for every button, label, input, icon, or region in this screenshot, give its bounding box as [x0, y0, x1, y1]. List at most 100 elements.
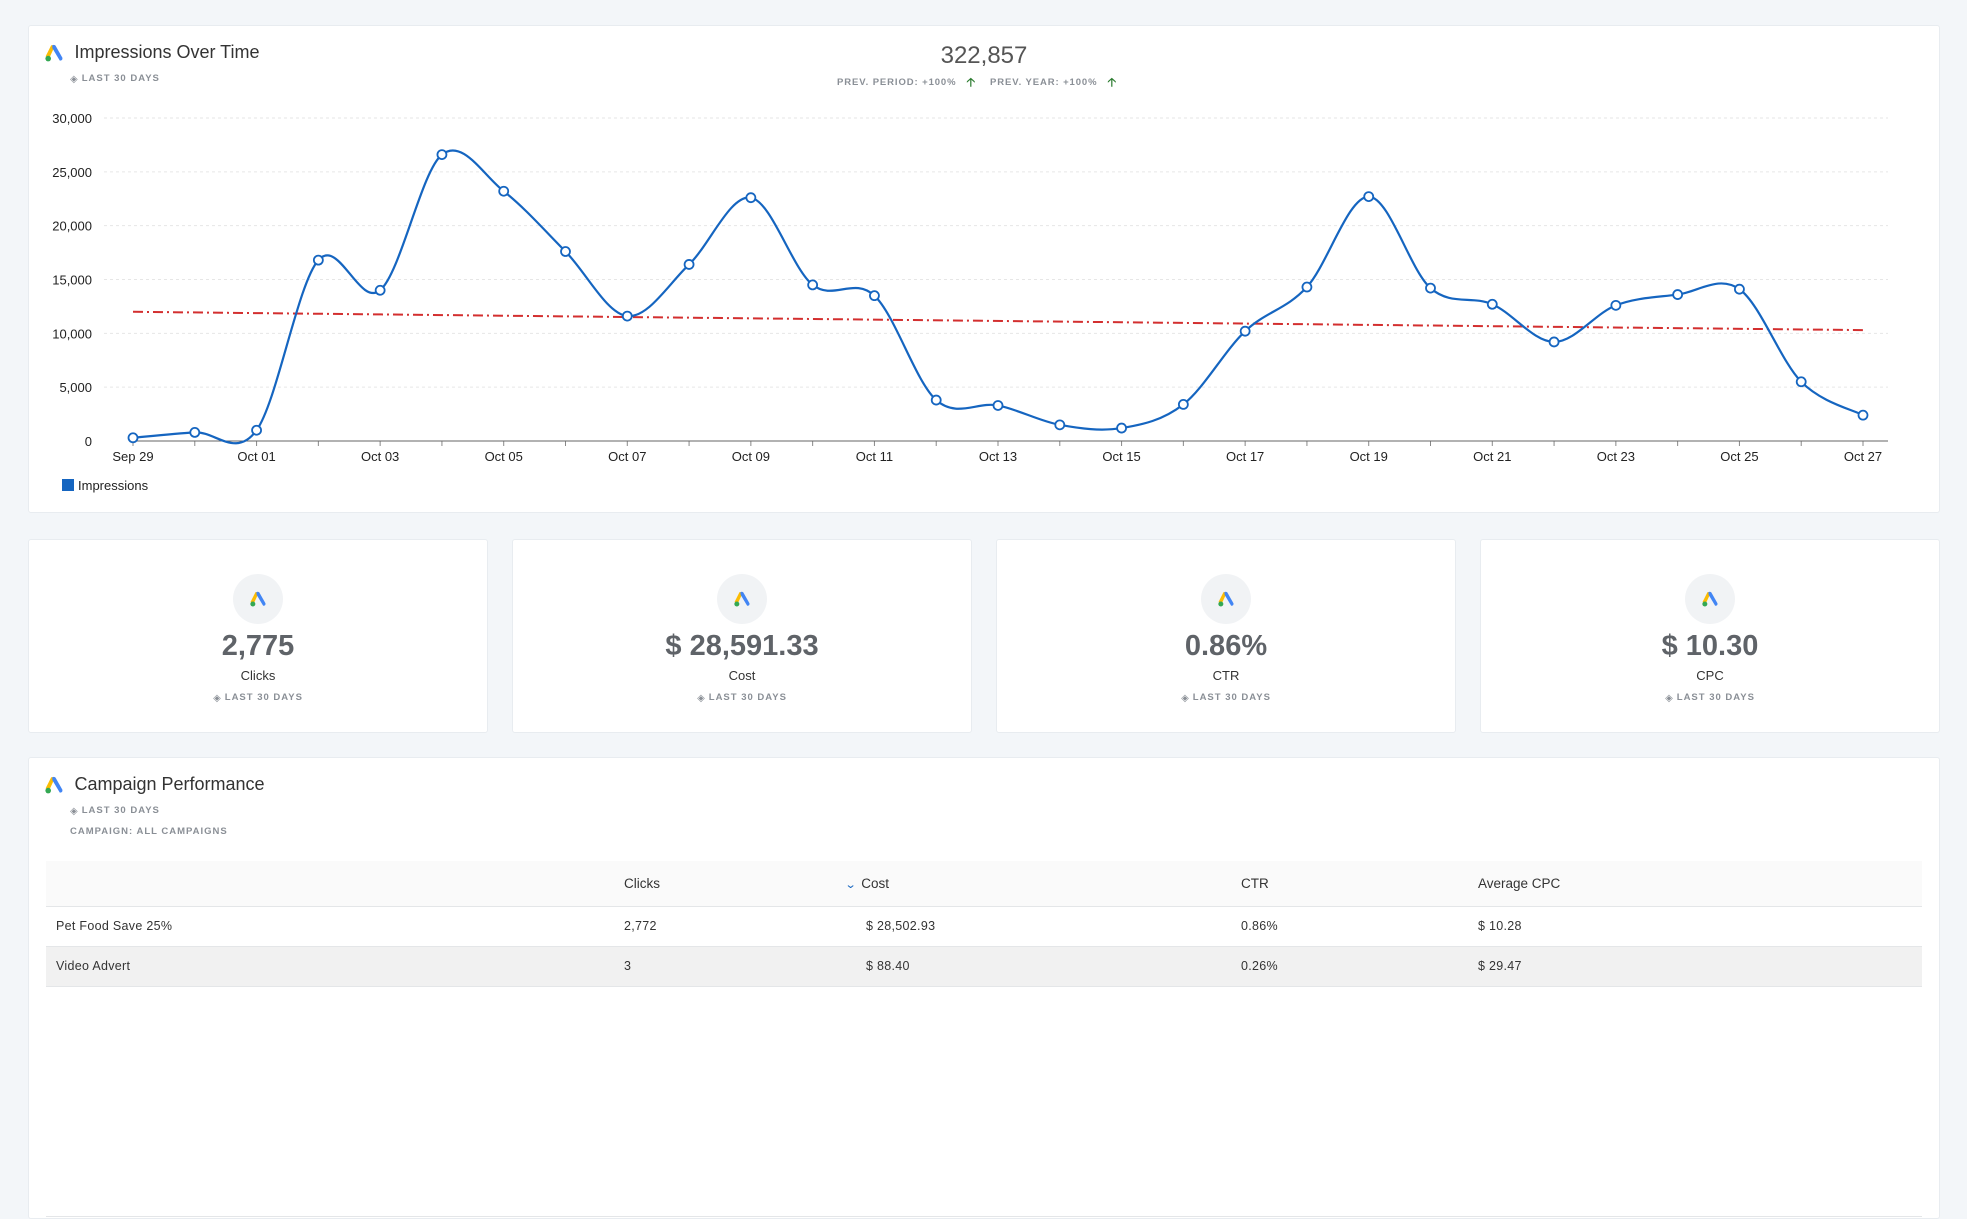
- cell-avg-cpc: $ 10.28: [1478, 906, 1922, 947]
- y-tick-label: 30,000: [52, 111, 92, 126]
- kpi-icon: [1685, 574, 1735, 624]
- data-point[interactable]: [621, 310, 633, 322]
- legend-swatch: [62, 479, 74, 491]
- x-axis-ticks: Sep 29 Oct 01 Oct 03 Oct 05 Oct 07 Oct 09 Oct …: [112, 441, 1882, 464]
- impressions-period: ◈ LAST 30 DAYS: [70, 73, 160, 85]
- x-tick-label: Oct 01: [237, 449, 275, 464]
- table-header-row: Clicks ⌄ Cost CTR Average CPC: [46, 861, 1922, 907]
- kpi-icon: [1201, 574, 1251, 624]
- impressions-title: Impressions Over Time: [74, 42, 260, 62]
- kpi-period-label: LAST 30 DAYS: [224, 692, 303, 703]
- data-point[interactable]: [869, 290, 880, 302]
- kpi-period: ◈ LAST 30 DAYS: [29, 692, 487, 704]
- data-point[interactable]: [436, 149, 448, 161]
- data-point[interactable]: [498, 185, 510, 197]
- kpi-period: ◈ LAST 30 DAYS: [513, 692, 971, 704]
- column-header-cost[interactable]: ⌄ Cost: [844, 861, 1241, 907]
- chart-gridlines: [104, 117, 1888, 388]
- y-tick-label: 10,000: [52, 326, 92, 341]
- kpi-card-clicks: 2,775 Clicks ◈ LAST 30 DAYS: [28, 539, 488, 733]
- kpi-period: ◈ LAST 30 DAYS: [1481, 692, 1939, 704]
- kpi-period-label: LAST 30 DAYS: [1192, 692, 1271, 703]
- data-point[interactable]: [1054, 419, 1066, 431]
- data-point[interactable]: [1363, 191, 1375, 202]
- y-tick-label: 0: [85, 434, 92, 449]
- column-header-clicks[interactable]: Clicks: [624, 861, 846, 907]
- column-header-ctr[interactable]: CTR: [1241, 861, 1478, 907]
- x-tick-label: Oct 17: [1226, 449, 1264, 464]
- x-tick-label: Oct 11: [856, 449, 893, 464]
- data-point[interactable]: [1239, 325, 1251, 337]
- y-tick-label: 15,000: [52, 273, 92, 288]
- data-point[interactable]: [374, 284, 386, 296]
- campaign-table: Clicks ⌄ Cost CTR Average CPC Pet Food Sa…: [46, 861, 1922, 987]
- table-bottom-border: [46, 1216, 1922, 1217]
- column-header-campaign[interactable]: [46, 861, 624, 907]
- sort-desc-icon[interactable]: ⌄: [844, 878, 857, 891]
- data-point[interactable]: [992, 400, 1004, 411]
- x-tick-label: Oct 15: [1102, 449, 1140, 464]
- globe-icon: ◈: [70, 806, 79, 817]
- globe-icon: ◈: [70, 74, 79, 85]
- campaign-period-label: LAST 30 DAYS: [81, 805, 160, 816]
- x-tick-label: Oct 03: [361, 449, 399, 464]
- data-point[interactable]: [127, 432, 139, 444]
- x-tick-label: Oct 19: [1350, 449, 1388, 464]
- campaign-period: ◈ LAST 30 DAYS: [70, 805, 160, 817]
- data-point[interactable]: [1857, 409, 1869, 421]
- data-point[interactable]: [1425, 282, 1436, 294]
- x-tick-label: Oct 25: [1720, 449, 1758, 464]
- x-tick-label: Oct 27: [1844, 449, 1882, 464]
- data-point[interactable]: [312, 254, 324, 266]
- data-point[interactable]: [807, 279, 819, 291]
- chart-legend[interactable]: Impressions: [62, 478, 148, 493]
- legend-label: Impressions: [78, 478, 149, 493]
- kpi-value: $ 28,591.33: [665, 630, 819, 662]
- cell-clicks: 3: [624, 946, 846, 987]
- data-point[interactable]: [251, 424, 262, 436]
- data-point[interactable]: [1610, 299, 1622, 311]
- data-point[interactable]: [745, 192, 757, 204]
- column-header-avg-cpc[interactable]: Average CPC: [1478, 861, 1922, 907]
- kpi-value: 0.86%: [1184, 630, 1268, 662]
- cell-clicks: 2,772: [624, 906, 846, 947]
- data-point[interactable]: [1177, 398, 1189, 410]
- kpi-icon: [717, 574, 767, 624]
- x-tick-label: Oct 07: [608, 449, 646, 464]
- kpi-icon: [233, 574, 283, 624]
- globe-icon: ◈: [1665, 693, 1674, 704]
- data-point[interactable]: [1548, 336, 1560, 348]
- kpi-card-cost: $ 28,591.33 Cost ◈ LAST 30 DAYS: [512, 539, 972, 733]
- x-tick-label: Oct 09: [732, 449, 770, 464]
- data-point[interactable]: [683, 259, 695, 270]
- cell-avg-cpc: $ 29.47: [1478, 946, 1922, 987]
- data-point[interactable]: [1734, 283, 1745, 295]
- kpi-card-ctr: 0.86% CTR ◈ LAST 30 DAYS: [996, 539, 1456, 733]
- globe-icon: ◈: [213, 693, 222, 704]
- y-tick-label: 20,000: [52, 219, 92, 234]
- data-point[interactable]: [930, 394, 942, 406]
- impressions-data-points: [127, 149, 1869, 444]
- data-point[interactable]: [560, 246, 571, 257]
- table-row[interactable]: Video Advert 3 $ 88.40 0.26% $ 29.47: [46, 946, 1922, 987]
- data-point[interactable]: [1116, 422, 1127, 434]
- data-point[interactable]: [189, 426, 201, 438]
- data-point[interactable]: [1672, 289, 1684, 300]
- campaign-header: Campaign Performance: [44, 774, 265, 795]
- kpi-value: $ 10.30: [1661, 630, 1759, 662]
- y-tick-label: 5,000: [59, 380, 92, 395]
- kpi-period-label: LAST 30 DAYS: [1676, 692, 1755, 703]
- impressions-card: Impressions Over Time ◈ LAST 30 DAYS 322,…: [28, 25, 1940, 513]
- impressions-line-chart: 30,000 25,000 20,000 15,000 10,000 5,000 0 Sep…: [52, 111, 1888, 464]
- data-point[interactable]: [1486, 298, 1498, 310]
- impressions-series-line: [132, 149, 1864, 445]
- kpi-label: Cost: [728, 668, 756, 683]
- data-point[interactable]: [1301, 281, 1313, 293]
- data-point[interactable]: [1795, 376, 1807, 388]
- google-ads-icon: [1217, 591, 1235, 607]
- cell-cost: $ 88.40: [846, 946, 1241, 987]
- cell-campaign-name: Pet Food Save 25%: [46, 906, 624, 947]
- table-row[interactable]: Pet Food Save 25% 2,772 $ 28,502.93 0.86…: [46, 906, 1922, 947]
- kpi-label: Clicks: [240, 668, 276, 683]
- cell-ctr: 0.26%: [1241, 946, 1478, 987]
